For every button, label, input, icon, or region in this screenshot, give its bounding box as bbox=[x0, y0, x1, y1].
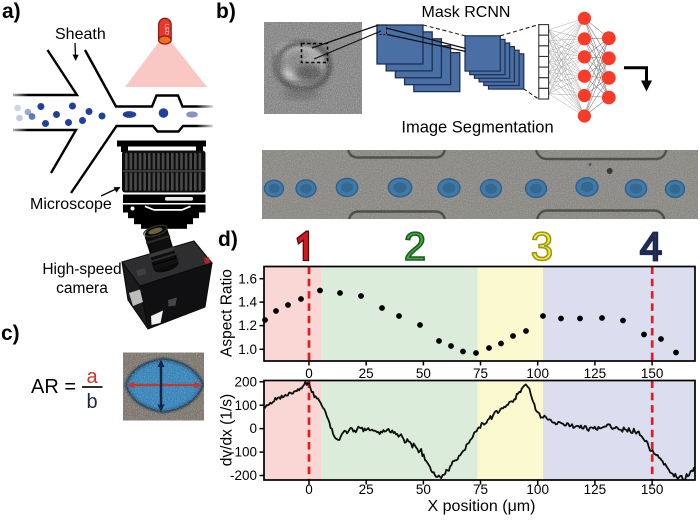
svg-text:AR =: AR = bbox=[31, 376, 76, 398]
svg-text:0: 0 bbox=[249, 421, 257, 436]
svg-text:100: 100 bbox=[234, 398, 257, 413]
svg-text:100: 100 bbox=[526, 482, 549, 497]
svg-text:-200: -200 bbox=[230, 468, 257, 483]
svg-text:Sheath: Sheath bbox=[55, 26, 106, 43]
svg-text:b: b bbox=[86, 391, 97, 413]
svg-text:75: 75 bbox=[473, 482, 488, 497]
svg-text:X position (μm): X position (μm) bbox=[428, 498, 536, 515]
svg-text:100: 100 bbox=[526, 366, 549, 381]
svg-text:50: 50 bbox=[416, 482, 431, 497]
svg-text:a): a) bbox=[2, 0, 21, 23]
svg-text:High-speed: High-speed bbox=[42, 261, 121, 278]
svg-text:125: 125 bbox=[584, 482, 607, 497]
svg-text:camera: camera bbox=[56, 280, 108, 297]
svg-text:1.6: 1.6 bbox=[238, 271, 257, 286]
svg-text:0: 0 bbox=[305, 482, 313, 497]
svg-text:150: 150 bbox=[641, 482, 664, 497]
svg-text:1.2: 1.2 bbox=[238, 318, 257, 333]
svg-text:c): c) bbox=[1, 322, 20, 345]
svg-text:150: 150 bbox=[641, 366, 664, 381]
svg-text:50: 50 bbox=[416, 366, 431, 381]
svg-text:200: 200 bbox=[234, 374, 257, 389]
svg-text:-100: -100 bbox=[230, 445, 257, 460]
svg-text:0: 0 bbox=[305, 366, 313, 381]
svg-text:Mask RCNN: Mask RCNN bbox=[422, 4, 511, 21]
svg-text:25: 25 bbox=[359, 366, 374, 381]
svg-text:2: 2 bbox=[404, 225, 426, 269]
svg-text:LED: LED bbox=[163, 24, 169, 35]
svg-text:d): d) bbox=[218, 228, 238, 251]
svg-text:1.0: 1.0 bbox=[238, 342, 257, 357]
svg-text:25: 25 bbox=[359, 482, 374, 497]
svg-text:dv/dx (1/s): dv/dx (1/s) bbox=[219, 394, 236, 466]
svg-text:75: 75 bbox=[473, 366, 488, 381]
svg-text:b): b) bbox=[216, 0, 236, 23]
svg-text:Image Segmentation: Image Segmentation bbox=[401, 119, 553, 137]
svg-text:Aspect Ratio: Aspect Ratio bbox=[219, 269, 236, 357]
svg-text:Microscope: Microscope bbox=[30, 196, 112, 213]
svg-text:125: 125 bbox=[584, 366, 607, 381]
svg-text:1.4: 1.4 bbox=[238, 295, 257, 310]
svg-text:a: a bbox=[86, 366, 98, 388]
svg-text:4: 4 bbox=[640, 225, 662, 269]
svg-text:3: 3 bbox=[531, 225, 553, 269]
